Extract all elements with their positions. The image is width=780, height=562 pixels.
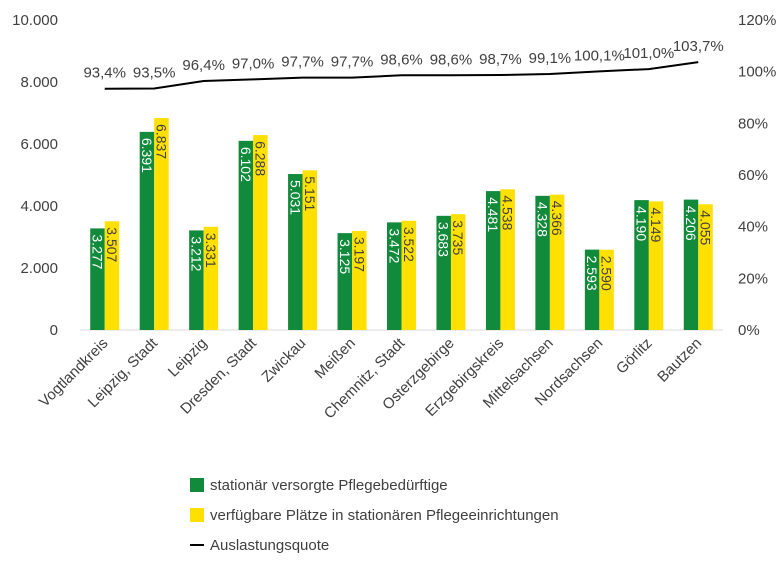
legend-line-series-3 [190,544,204,546]
bar-label-series-1: 5.031 [287,180,303,215]
line-label-series-3: 98,6% [430,51,473,68]
line-label-series-3: 98,7% [479,51,522,68]
line-label-series-3: 99,1% [529,50,572,67]
line-label-series-3: 101,0% [623,45,674,62]
bar-series-1 [436,215,451,330]
bar-label-series-2: 6.837 [153,124,169,159]
bar-label-series-1: 6.391 [139,138,155,173]
bar-label-series-2: 4.149 [648,207,664,242]
y-right-tick-label: 20% [738,270,768,287]
legend-item-series-1: stationär versorgte Pflegebedürftige [190,470,559,500]
bar-series-2 [401,220,416,330]
y-right-tick-label: 40% [738,219,768,236]
y-right-tick-label: 100% [738,64,776,81]
bar-label-series-1: 3.125 [337,239,353,274]
y-left-tick-label: 0 [50,322,58,339]
y-left-tick-label: 6.000 [20,136,58,153]
category-label: Görlitz [613,335,656,378]
y-left-tick-label: 8.000 [20,74,58,91]
legend: stationär versorgte Pflegebedürftige ver… [190,470,559,560]
bar-label-series-1: 3.683 [436,222,452,257]
line-label-series-3: 103,7% [673,38,724,55]
category-label: Meißen [311,335,358,382]
bar-label-series-2: 4.055 [698,210,714,245]
line-label-series-3: 96,4% [182,57,225,74]
bar-series-2 [648,201,664,330]
bar-label-series-1: 4.328 [535,202,551,237]
y-left-tick-label: 10.000 [12,12,58,29]
bar-series-2 [154,118,169,330]
bar-series-2 [549,194,565,330]
bar-series-2 [104,221,120,330]
line-label-series-3: 97,0% [232,55,275,72]
legend-item-series-2: verfügbare Plätze in stationären Pflegee… [190,500,559,530]
line-label-series-3: 100,1% [574,47,625,64]
bar-label-series-1: 3.212 [188,236,204,271]
line-label-series-3: 93,5% [133,64,176,81]
bar-series-1 [139,131,155,330]
bar-series-2 [253,135,268,330]
bar-label-series-2: 4.366 [549,201,565,236]
bar-series-1 [337,233,353,330]
bar-series-1 [90,228,105,330]
legend-item-series-3: Auslastungsquote [190,530,559,560]
bar-series-1 [288,174,303,330]
bar-label-series-1: 4.206 [683,206,699,241]
y-right-tick-label: 120% [738,12,776,29]
bar-series-2 [302,170,318,330]
bar-label-series-1: 3.472 [386,228,402,263]
bar-series-1 [584,249,600,330]
bar-series-1 [485,191,501,330]
line-series-3 [104,61,699,90]
bar-label-series-2: 6.288 [252,141,268,176]
bar-series-1 [387,222,402,330]
y-right-tick-label: 0% [738,322,760,339]
bar-label-series-2: 5.151 [302,176,318,211]
bar-series-2 [450,214,466,330]
bar-label-series-2: 4.538 [500,195,516,230]
chart-svg: 0 2.000 4.000 6.000 8.000 10.000 0% 20% 40% 60% 80… [12,12,776,422]
bar-label-series-2: 2.590 [599,256,615,291]
line-label-series-3: 97,7% [281,54,324,71]
y-right-tick-label: 80% [738,115,768,132]
bar-series-2 [698,204,713,330]
category-label: Zwickau [258,335,309,386]
bar-series-1 [535,195,550,330]
bar-series-1 [238,140,254,330]
legend-label-series-3: Auslastungsquote [210,536,330,554]
bar-series-2 [352,230,367,330]
bar-label-series-2: 3.522 [401,227,417,262]
bar-label-series-1: 4.190 [634,206,650,241]
category-label: Leipzig [165,335,211,381]
bar-label-series-1: 3.277 [89,234,105,269]
y-left-tick-label: 2.000 [20,260,58,277]
bar-label-series-2: 3.507 [104,227,120,262]
bar-series-2 [599,249,614,330]
bar-series-1 [634,200,649,330]
line-label-series-3: 93,4% [83,65,126,82]
bar-label-series-2: 3.197 [351,237,367,272]
bar-series-1 [683,199,699,330]
line-label-series-3: 98,6% [380,51,423,68]
y-left-tick-label: 4.000 [20,198,58,215]
legend-label-series-1: stationär versorgte Pflegebedürftige [210,476,448,494]
bar-series-1 [189,230,204,330]
bar-series-2 [500,189,515,330]
legend-label-series-2: verfügbare Plätze in stationären Pflegee… [210,506,559,524]
y-right-tick-label: 60% [738,167,768,184]
line-label-series-3: 97,7% [331,54,374,71]
legend-swatch-series-2 [190,508,204,522]
bar-label-series-1: 4.481 [485,197,501,232]
bar-series-2 [203,226,219,330]
bar-label-series-2: 3.331 [203,233,219,268]
bar-label-series-1: 2.593 [584,256,600,291]
bar-label-series-1: 6.102 [238,147,254,182]
category-label: Bautzen [654,335,705,386]
bar-label-series-2: 3.735 [450,220,466,255]
legend-swatch-series-1 [190,478,204,492]
